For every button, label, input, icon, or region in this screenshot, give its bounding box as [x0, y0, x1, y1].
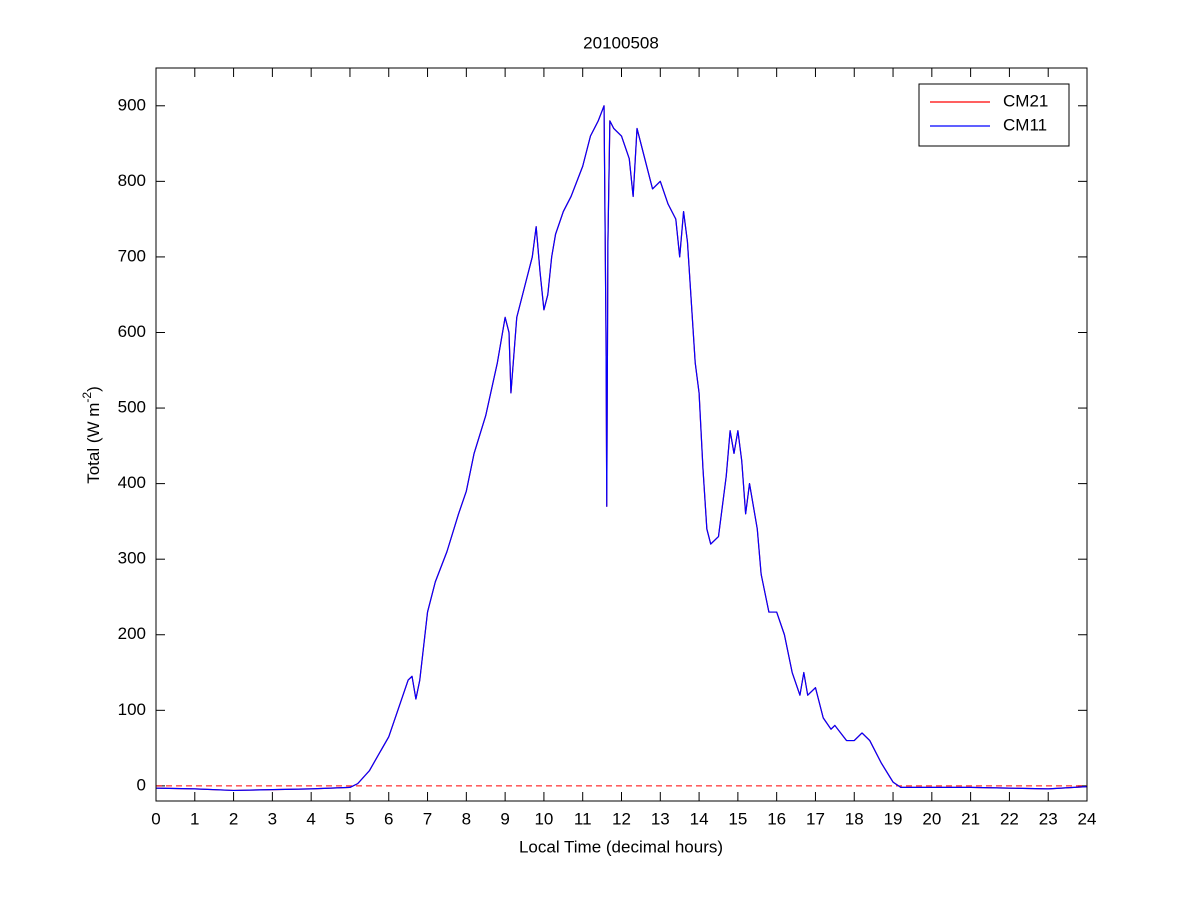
x-tick-label: 13 [651, 809, 670, 828]
plot-area [156, 68, 1087, 801]
y-axis-label-sup: -2 [80, 392, 94, 403]
x-tick-label: 18 [845, 809, 864, 828]
y-tick-label: 800 [118, 171, 146, 190]
y-axis-label-end: ) [84, 386, 103, 392]
x-tick-label: 23 [1039, 809, 1058, 828]
x-tick-label: 17 [806, 809, 825, 828]
x-tick-label: 5 [345, 809, 354, 828]
x-tick-label: 22 [1000, 809, 1019, 828]
x-tick-label: 2 [229, 809, 238, 828]
x-tick-label: 24 [1078, 809, 1097, 828]
x-tick-label: 9 [500, 809, 509, 828]
y-axis-label-text: Total (W m [84, 403, 103, 484]
x-tick-label: 10 [534, 809, 553, 828]
x-axis-label: Local Time (decimal hours) [519, 837, 723, 856]
y-tick-label: 500 [118, 398, 146, 417]
x-tick-label: 6 [384, 809, 393, 828]
x-tick-label: 4 [306, 809, 315, 828]
data-line [155, 105, 1088, 792]
y-tick-label: 100 [118, 700, 146, 719]
x-tick-label: 15 [728, 809, 747, 828]
y-tick-label: 900 [118, 95, 146, 114]
x-tick-label: 7 [423, 809, 432, 828]
x-tick-label: 12 [612, 809, 631, 828]
y-tick-label: 600 [118, 322, 146, 341]
y-tick-label: 400 [118, 473, 146, 492]
x-tick-label: 16 [767, 809, 786, 828]
y-tick-label: 300 [118, 549, 146, 568]
y-axis-label: Total (W m-2) [80, 386, 103, 484]
x-tick-label: 20 [922, 809, 941, 828]
x-tick-label: 3 [268, 809, 277, 828]
x-tick-label: 8 [462, 809, 471, 828]
y-tick-label: 0 [137, 775, 146, 794]
plot-frame [155, 67, 1088, 802]
legend-box [918, 83, 1070, 147]
x-tick-label: 0 [151, 809, 160, 828]
x-tick-label: 11 [574, 809, 592, 828]
x-tick-label: 1 [190, 809, 199, 828]
x-tick-label: 21 [961, 809, 980, 828]
legend-label: CM11 [1003, 115, 1047, 134]
x-tick-label: 19 [884, 809, 903, 828]
y-tick-label: 700 [118, 246, 146, 265]
x-tick-label: 14 [690, 809, 709, 828]
y-tick-label: 200 [118, 624, 146, 643]
legend-label: CM21 [1003, 91, 1048, 110]
chart-title: 20100508 [583, 33, 659, 52]
